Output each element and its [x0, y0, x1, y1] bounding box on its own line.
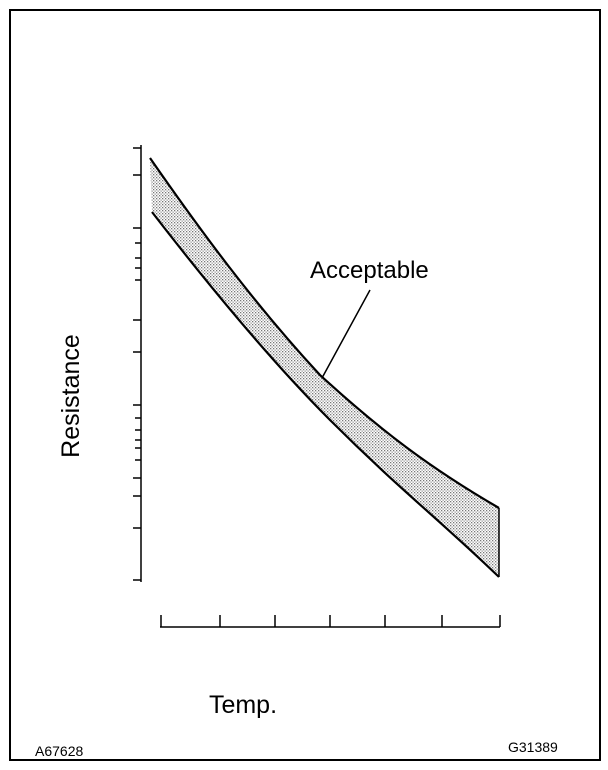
- acceptable-band: [150, 158, 499, 577]
- code-right: G31389: [508, 739, 558, 755]
- x-label: Temp.: [209, 691, 277, 719]
- code-left: A67628: [35, 743, 83, 759]
- y-axis: [133, 145, 142, 582]
- x-axis: [160, 615, 501, 628]
- lower-curve: [151, 211, 500, 578]
- upper-curve: [149, 157, 500, 509]
- y-label: Resistance: [57, 334, 85, 458]
- leader-line: [321, 289, 371, 379]
- band-label: Acceptable: [310, 257, 429, 284]
